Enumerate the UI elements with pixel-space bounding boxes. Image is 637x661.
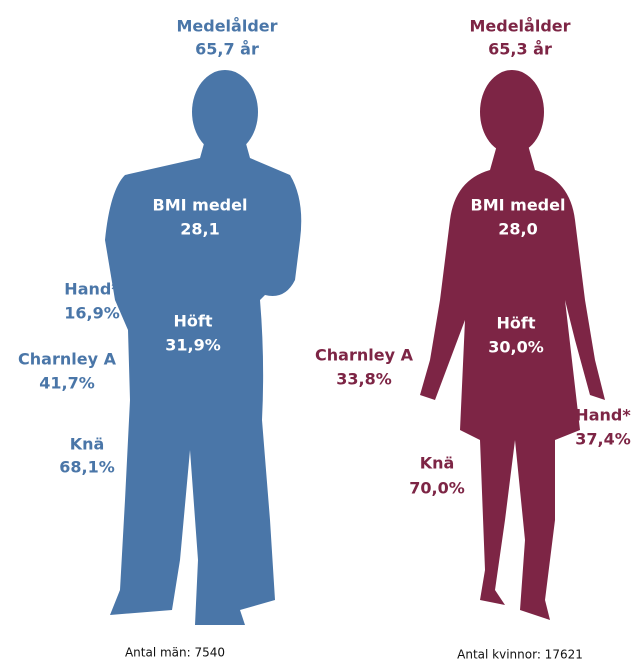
label: Hand* bbox=[64, 280, 120, 299]
label: Medelålder bbox=[469, 17, 570, 36]
label: Charnley A bbox=[315, 346, 414, 365]
woman-silhouette bbox=[420, 70, 605, 620]
label: Knä bbox=[70, 435, 105, 454]
label: Charnley A bbox=[18, 350, 117, 369]
man-silhouette bbox=[105, 70, 302, 625]
count: Antal kvinnor: 17621 bbox=[457, 648, 583, 661]
label: Höft bbox=[497, 314, 536, 333]
label: Knä bbox=[420, 454, 455, 473]
value: 30,0% bbox=[488, 338, 544, 357]
value: 65,3 år bbox=[488, 40, 552, 59]
man-body bbox=[105, 140, 302, 625]
value: 41,7% bbox=[39, 374, 95, 393]
value: 68,1% bbox=[59, 458, 115, 477]
label: Hand* bbox=[575, 406, 631, 425]
value: 33,8% bbox=[336, 370, 392, 389]
man-head bbox=[192, 70, 258, 154]
value: 28,0 bbox=[498, 220, 537, 239]
value: 70,0% bbox=[409, 479, 465, 498]
label: Medelålder bbox=[176, 17, 277, 36]
label: Höft bbox=[174, 312, 213, 331]
value: 37,4% bbox=[575, 430, 631, 449]
count: Antal män: 7540 bbox=[125, 646, 225, 660]
value: 31,9% bbox=[165, 336, 221, 355]
woman-body bbox=[420, 145, 605, 620]
value: 16,9% bbox=[64, 304, 120, 323]
woman-head bbox=[480, 70, 544, 154]
value: 28,1 bbox=[180, 220, 219, 239]
label: BMI medel bbox=[471, 196, 566, 215]
label: BMI medel bbox=[153, 196, 248, 215]
value: 65,7 år bbox=[195, 40, 259, 59]
